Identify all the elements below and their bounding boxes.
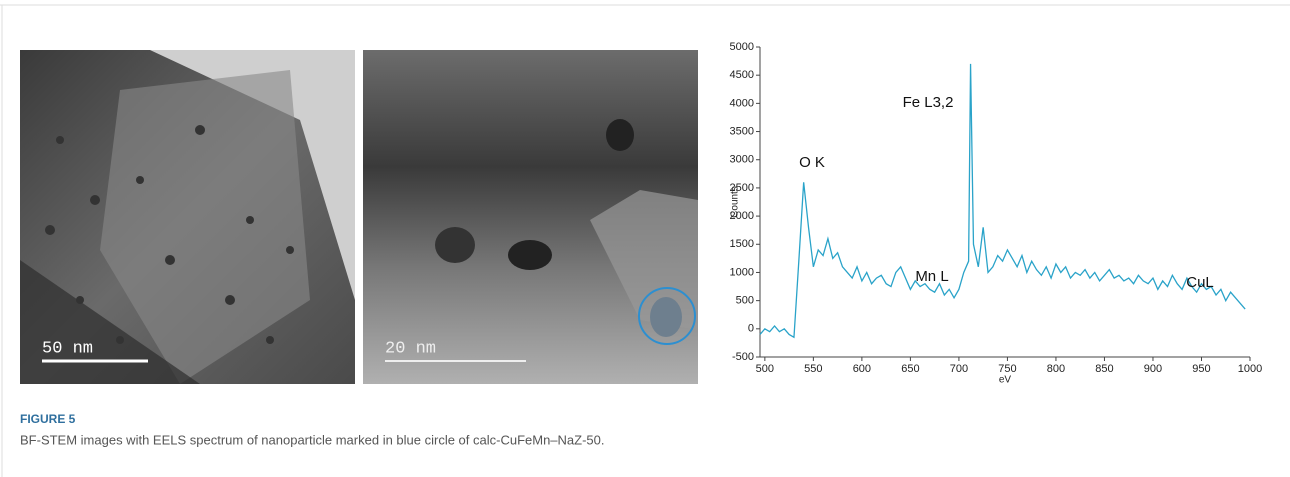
y-axis-label: Counts (730, 186, 741, 218)
y-tick-label: 1500 (730, 238, 754, 250)
peak-label: Mn L (915, 268, 948, 285)
y-tick-label: 4000 (730, 97, 754, 109)
micrograph-1: 50 nm (20, 50, 355, 384)
spectrum-line (759, 63, 1246, 339)
peak-label: CuL (1186, 274, 1214, 291)
y-tick-label: 4500 (730, 69, 754, 81)
x-tick-label: 900 (1144, 363, 1162, 375)
y-tick-label: 3500 (730, 125, 754, 137)
x-tick-label: 800 (1047, 363, 1065, 375)
y-tick-label: 0 (748, 323, 754, 335)
x-tick-label: 1000 (1238, 363, 1262, 375)
scale-bar-label: 50 nm (42, 339, 93, 358)
x-tick-label: 700 (950, 363, 968, 375)
x-tick-label: 650 (901, 363, 919, 375)
y-tick-label: 1000 (730, 266, 754, 278)
x-tick-label: 950 (1192, 363, 1210, 375)
micrograph-2: 20 nm (363, 50, 698, 384)
x-tick-label: 550 (804, 363, 822, 375)
figure-label: FIGURE 5 (20, 412, 76, 426)
y-tick-label: 2500 (730, 182, 754, 194)
peak-label: O K (799, 154, 825, 171)
y-tick-label: 500 (736, 295, 754, 307)
y-tick-label: 2000 (730, 210, 754, 222)
y-tick-label: 5000 (730, 41, 754, 53)
x-tick-label: 850 (1095, 363, 1113, 375)
figure-caption: BF-STEM images with EELS spectrum of nan… (20, 432, 605, 447)
spectrum-chart: -500 0 500 1000 1500 2000 2500 3000 3500 4000 4500… (730, 41, 1263, 386)
y-tick-label: -500 (732, 351, 754, 363)
scale-bar-label: 20 nm (385, 339, 436, 358)
x-tick-label: 750 (998, 363, 1016, 375)
x-axis-label: eV (999, 375, 1012, 386)
x-tick-label: 600 (853, 363, 871, 375)
peak-label: Fe L3,2 (903, 94, 954, 111)
x-tick-label: 500 (756, 363, 774, 375)
y-tick-label: 3000 (730, 154, 754, 166)
